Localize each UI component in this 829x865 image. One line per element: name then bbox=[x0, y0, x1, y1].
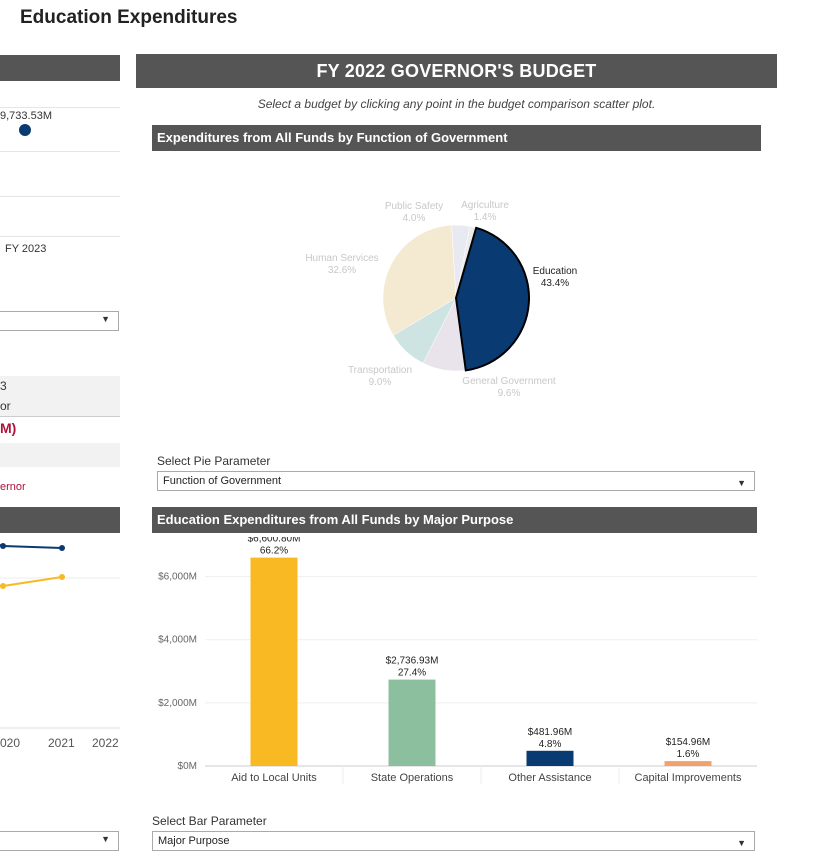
pie-percent-label: 9.0% bbox=[369, 377, 392, 388]
scatter-point[interactable] bbox=[19, 124, 31, 136]
line-point[interactable] bbox=[59, 545, 65, 551]
year-tick: 2021 bbox=[48, 736, 75, 750]
bar-value-label: $2,736.93M bbox=[386, 656, 439, 667]
left-dropdown[interactable]: ▼ bbox=[0, 311, 119, 331]
bar[interactable] bbox=[664, 761, 712, 766]
line-point[interactable] bbox=[59, 574, 65, 580]
x-tick-label: Aid to Local Units bbox=[231, 772, 317, 784]
gridline bbox=[0, 196, 120, 197]
y-tick-label: $2,000M bbox=[158, 698, 197, 709]
line-series-navy bbox=[0, 544, 63, 549]
info-row bbox=[0, 443, 120, 467]
chevron-down-icon: ▼ bbox=[101, 834, 110, 844]
pie-percent-label: 43.4% bbox=[541, 278, 569, 289]
bar-select-value: Major Purpose bbox=[158, 835, 230, 847]
line-chart bbox=[0, 543, 120, 729]
left-dropdown[interactable]: ▼ bbox=[0, 831, 119, 851]
pie-section-header: Expenditures from All Funds by Function … bbox=[152, 125, 761, 151]
governor-link[interactable]: ernor bbox=[0, 481, 26, 493]
bar-value-label: $6,600.80M bbox=[248, 537, 301, 545]
info-row bbox=[0, 376, 120, 416]
pie-percent-label: 1.4% bbox=[474, 212, 497, 223]
bar[interactable] bbox=[526, 750, 574, 766]
year-tick: 2022 bbox=[92, 736, 119, 750]
bar-value-label: $481.96M bbox=[528, 727, 572, 738]
year-tick: 020 bbox=[0, 736, 21, 750]
y-tick-label: $4,000M bbox=[158, 635, 197, 646]
divider bbox=[0, 416, 120, 417]
gridline bbox=[0, 151, 120, 152]
pie-slice-human-services[interactable] bbox=[382, 224, 457, 336]
pie-percent-label: 32.6% bbox=[328, 265, 356, 276]
pie-label: Public Safety bbox=[385, 201, 443, 212]
line-point[interactable] bbox=[0, 583, 6, 589]
chevron-down-icon: ▼ bbox=[737, 478, 746, 488]
budget-banner: FY 2022 GOVERNOR'S BUDGET bbox=[136, 54, 777, 88]
x-tick-label: State Operations bbox=[371, 772, 454, 784]
bar-percent-label: 66.2% bbox=[260, 546, 288, 557]
left-panel-header bbox=[0, 507, 120, 533]
pie-label: Human Services bbox=[305, 253, 378, 264]
instruction-text: Select a budget by clicking any point in… bbox=[257, 97, 656, 111]
y-tick-label: $6,000M bbox=[158, 572, 197, 583]
pie-select-value: Function of Government bbox=[163, 475, 282, 487]
bar-percent-label: 1.6% bbox=[677, 749, 700, 760]
left-panel-header bbox=[0, 55, 120, 81]
pie-label: Transportation bbox=[348, 365, 412, 376]
x-tick-label: Capital Improvements bbox=[635, 772, 742, 784]
divider bbox=[0, 107, 120, 108]
scatter-value-label: 9,733.53M bbox=[0, 110, 52, 122]
bar[interactable] bbox=[388, 679, 436, 766]
gridline bbox=[0, 236, 120, 237]
info-text: 3 bbox=[0, 379, 7, 393]
chevron-down-icon: ▼ bbox=[737, 838, 746, 848]
bar-value-label: $154.96M bbox=[666, 737, 710, 748]
y-tick-label: $0M bbox=[178, 761, 197, 772]
bar[interactable] bbox=[250, 557, 298, 766]
bar-percent-label: 4.8% bbox=[539, 739, 562, 750]
bar-percent-label: 27.4% bbox=[398, 668, 426, 679]
bar-parameter-select[interactable]: Major Purpose ▼ bbox=[152, 831, 755, 851]
highlight-value: M) bbox=[0, 420, 17, 436]
pie-label: Education bbox=[533, 266, 577, 277]
pie-percent-label: 4.0% bbox=[403, 213, 426, 224]
x-tick-label: Other Assistance bbox=[508, 772, 591, 784]
info-text: or bbox=[0, 399, 11, 413]
pie-label: General Government bbox=[462, 376, 556, 387]
pie-select-label: Select Pie Parameter bbox=[157, 454, 271, 468]
page-title: Education Expenditures bbox=[20, 7, 238, 28]
line-point[interactable] bbox=[0, 543, 6, 549]
pie-slice-education[interactable] bbox=[454, 226, 530, 372]
pie-parameter-select[interactable]: Function of Government ▼ bbox=[157, 471, 755, 491]
bar-section-header: Education Expenditures from All Funds by… bbox=[152, 507, 757, 533]
pie-label: Agriculture bbox=[461, 200, 509, 211]
bar-select-label: Select Bar Parameter bbox=[152, 814, 267, 828]
chevron-down-icon: ▼ bbox=[101, 314, 110, 324]
fy-axis-label: FY 2023 bbox=[5, 243, 47, 255]
pie-percent-label: 9.6% bbox=[498, 388, 521, 399]
